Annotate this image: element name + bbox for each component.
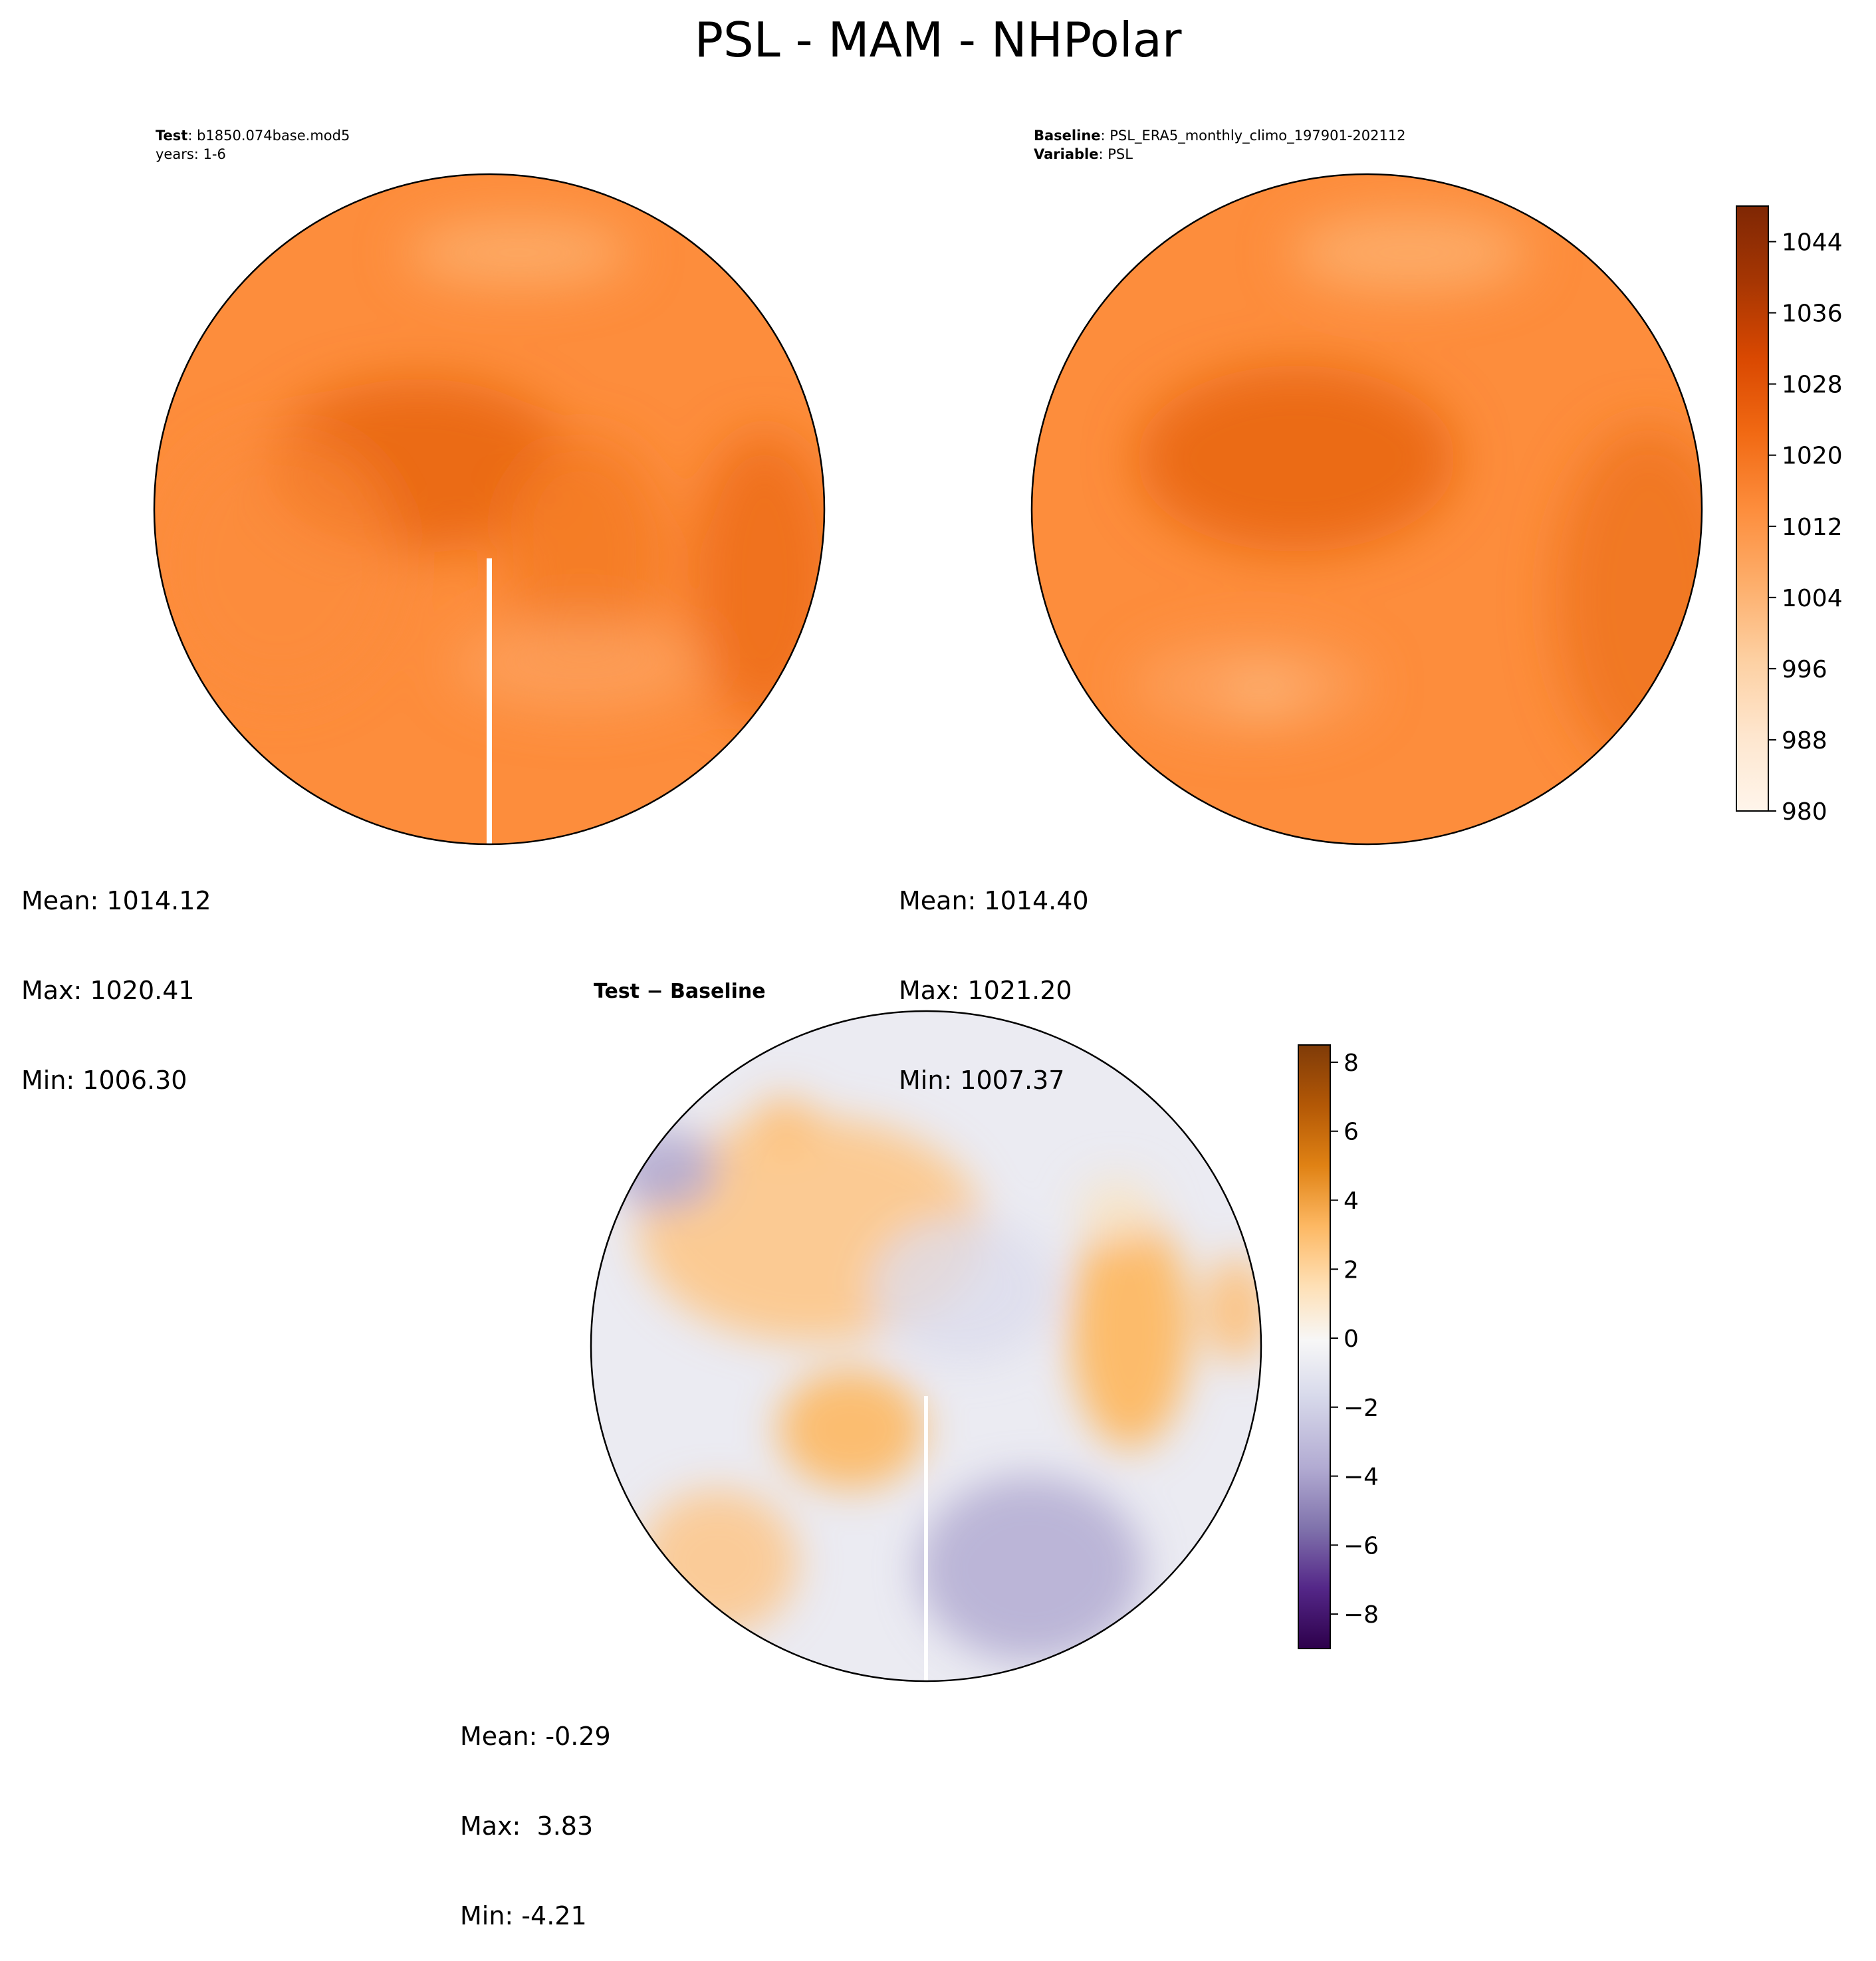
diff-title: Test − Baseline bbox=[594, 980, 766, 1003]
variable-label: Variable bbox=[1034, 146, 1099, 162]
test-info: Test: b1850.074base.mod5 years: 1-6 bbox=[156, 126, 350, 164]
psl-colorbar: 980 988 996 1004 1012 1020 1028 1036 1044 bbox=[1736, 205, 1843, 826]
diff-colorbar-tick-label: −8 bbox=[1344, 1601, 1379, 1629]
test-years: years: 1-6 bbox=[156, 146, 226, 162]
diff-colorbar-tick-label: 2 bbox=[1344, 1256, 1359, 1284]
baseline-max: Max: 1021.20 bbox=[899, 976, 1072, 1005]
diff-colorbar-tick-label: 8 bbox=[1344, 1050, 1359, 1077]
test-stats: Mean: 1014.12 Max: 1020.41 Min: 1006.30 bbox=[21, 826, 211, 1125]
psl-colorbar-tick-label: 1028 bbox=[1782, 372, 1843, 399]
test-map bbox=[153, 173, 826, 848]
psl-colorbar-ticks: 980 988 996 1004 1012 1020 1028 1036 1044 bbox=[1768, 229, 1843, 826]
psl-colorbar-tick-label: 1004 bbox=[1782, 585, 1843, 612]
diff-min: Min: -4.21 bbox=[460, 1901, 587, 1930]
diff-colorbar-tick-label: 4 bbox=[1344, 1187, 1359, 1214]
test-mean: Mean: 1014.12 bbox=[21, 886, 211, 915]
baseline-map bbox=[1030, 173, 1703, 846]
psl-colorbar-tick-label: 1020 bbox=[1782, 443, 1843, 470]
test-case-name: : b1850.074base.mod5 bbox=[187, 128, 350, 144]
baseline-case-name: : PSL_ERA5_monthly_climo_197901-202112 bbox=[1100, 128, 1406, 144]
psl-colorbar-tick-label: 980 bbox=[1782, 798, 1827, 826]
baseline-info: Baseline: PSL_ERA5_monthly_climo_197901-… bbox=[1034, 126, 1406, 164]
psl-colorbar-tick-label: 988 bbox=[1782, 727, 1827, 754]
diff-colorbar-tick-label: −2 bbox=[1344, 1395, 1379, 1422]
test-max: Max: 1020.41 bbox=[21, 976, 195, 1005]
diff-colorbar-ticks: −8 −6 −4 −2 0 2 4 6 8 bbox=[1330, 1050, 1379, 1629]
baseline-stats: Mean: 1014.40 Max: 1021.20 Min: 1007.37 bbox=[899, 826, 1089, 1125]
psl-colorbar-tick-label: 1044 bbox=[1782, 229, 1843, 257]
diff-mean: Mean: -0.29 bbox=[460, 1722, 611, 1751]
diff-max: Max: 3.83 bbox=[460, 1811, 594, 1841]
diff-map bbox=[590, 1010, 1262, 1682]
diff-colorbar-tick-label: 0 bbox=[1344, 1326, 1359, 1353]
test-min: Min: 1006.30 bbox=[21, 1066, 187, 1095]
psl-colorbar-tick-label: 996 bbox=[1782, 656, 1827, 683]
variable-name: : PSL bbox=[1098, 146, 1133, 162]
test-label: Test bbox=[156, 128, 188, 144]
psl-colorbar-tick-label: 1036 bbox=[1782, 300, 1843, 328]
diff-colorbar-tick-label: −4 bbox=[1344, 1464, 1379, 1491]
baseline-mean: Mean: 1014.40 bbox=[899, 886, 1089, 915]
baseline-label: Baseline bbox=[1034, 128, 1101, 144]
baseline-min: Min: 1007.37 bbox=[899, 1066, 1065, 1095]
figure-canvas: 980 988 996 1004 1012 1020 1028 1036 1044 −8 −6 −4… bbox=[153, 173, 1843, 1682]
figure-title: PSL - MAM - NHPolar bbox=[694, 12, 1182, 68]
diff-colorbar-tick-label: 6 bbox=[1344, 1119, 1359, 1146]
diff-colorbar-tick-label: −6 bbox=[1344, 1532, 1379, 1559]
diff-stats: Mean: -0.29 Max: 3.83 Min: -4.21 bbox=[460, 1662, 611, 1961]
diff-colorbar: −8 −6 −4 −2 0 2 4 6 8 bbox=[1298, 1044, 1379, 1649]
psl-colorbar-tick-label: 1012 bbox=[1782, 514, 1843, 541]
